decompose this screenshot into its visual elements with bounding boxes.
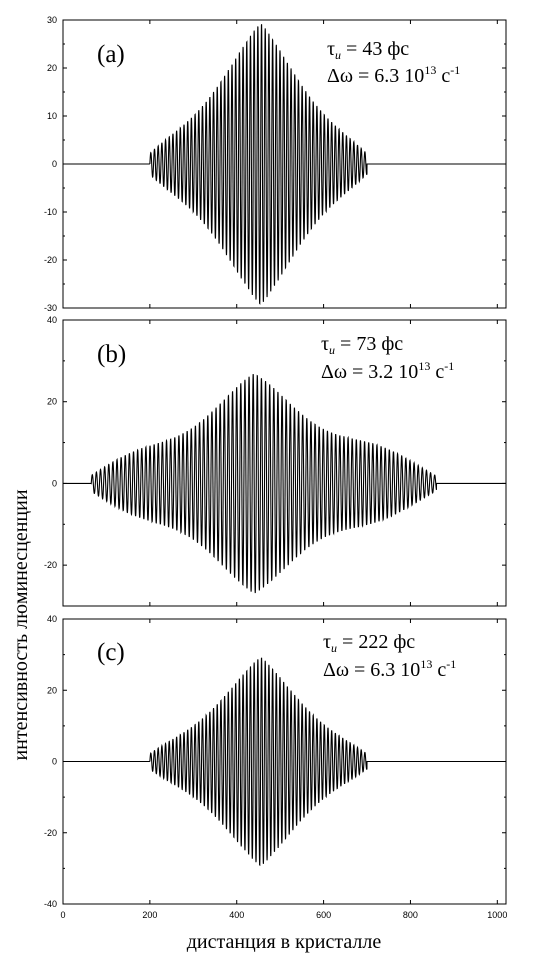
x-tick-label: 200 xyxy=(142,910,157,920)
y-tick-label: 0 xyxy=(52,159,57,169)
luminescence-trace xyxy=(63,657,506,867)
y-axis-title: интенсивность люминесценции xyxy=(10,489,32,760)
x-tick-label: 400 xyxy=(229,910,244,920)
tau-annotation: τu = 43 фс xyxy=(327,38,409,62)
y-tick-label: -10 xyxy=(44,207,57,217)
y-tick-label: -20 xyxy=(44,560,57,570)
y-tick-label: 0 xyxy=(52,757,57,767)
luminescence-trace xyxy=(63,374,506,594)
y-tick-label: -30 xyxy=(44,303,57,313)
y-tick-label: -40 xyxy=(44,899,57,909)
x-tick-label: 1000 xyxy=(487,910,507,920)
y-tick-label: 30 xyxy=(47,15,57,25)
y-tick-label: 10 xyxy=(47,111,57,121)
y-tick-label: 20 xyxy=(47,685,57,695)
panel-letter: (a) xyxy=(97,41,125,68)
tau-annotation: τu = 222 фс xyxy=(323,631,415,655)
delta-omega-annotation: Δω = 6.3 1013 c-1 xyxy=(323,657,456,681)
x-tick-label: 800 xyxy=(403,910,418,920)
tau-annotation: τu = 73 фс xyxy=(321,333,403,357)
y-tick-label: 20 xyxy=(47,397,57,407)
y-tick-label: 40 xyxy=(47,614,57,624)
delta-omega-annotation: Δω = 3.2 1013 c-1 xyxy=(321,359,454,383)
x-tick-label: 0 xyxy=(60,910,65,920)
panel-letter: (c) xyxy=(97,639,125,666)
y-tick-label: 0 xyxy=(52,478,57,488)
y-tick-label: 40 xyxy=(47,315,57,325)
panel-letter: (b) xyxy=(97,341,126,368)
y-tick-label: -20 xyxy=(44,255,57,265)
y-tick-label: -20 xyxy=(44,828,57,838)
y-tick-label: 20 xyxy=(47,63,57,73)
luminescence-trace xyxy=(63,24,506,305)
plot-frame xyxy=(62,319,507,607)
delta-omega-annotation: Δω = 6.3 1013 c-1 xyxy=(327,63,460,87)
x-axis-title: дистанция в кристалле xyxy=(187,931,382,953)
x-tick-label: 600 xyxy=(316,910,331,920)
